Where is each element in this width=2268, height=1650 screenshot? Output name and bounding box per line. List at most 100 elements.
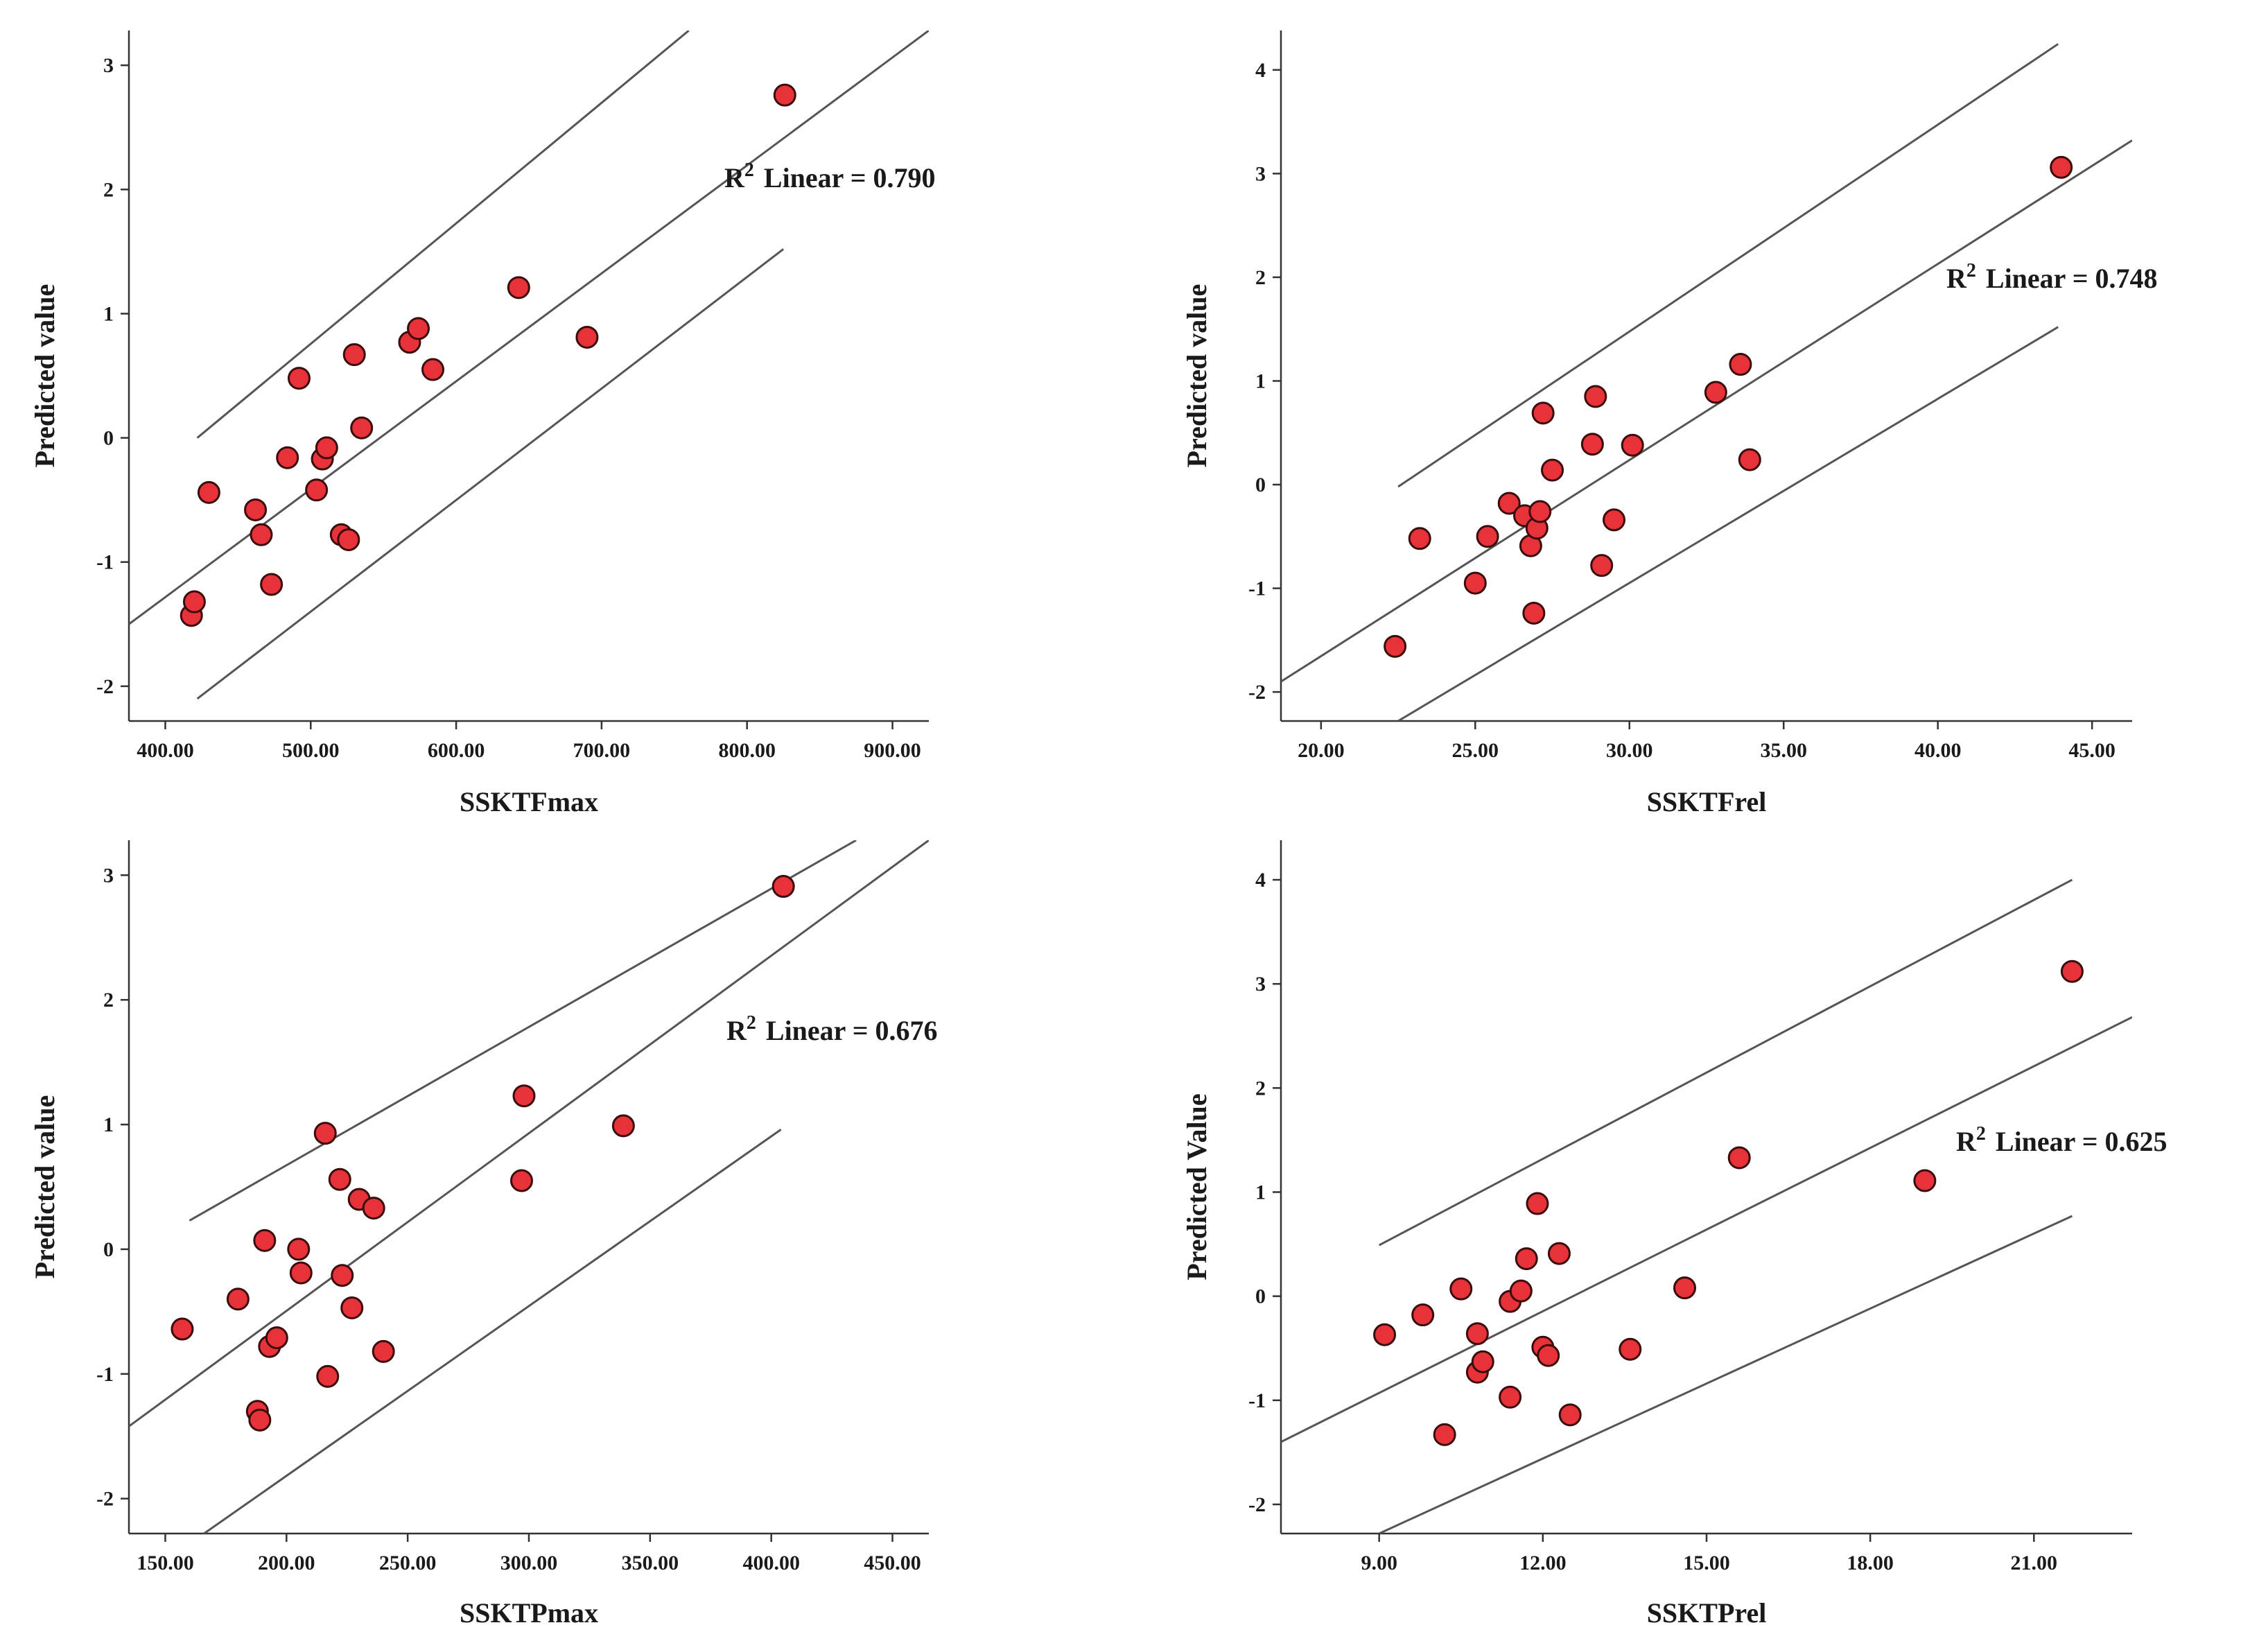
upper-confidence-line: [189, 840, 857, 1222]
data-point: [1537, 1344, 1560, 1367]
data-point: [244, 498, 268, 521]
data-point: [1463, 571, 1487, 595]
y-tick-label: 4: [1255, 59, 1266, 82]
data-point: [773, 83, 796, 107]
data-point: [1411, 1303, 1435, 1327]
y-axis-title: Predicted Value: [1181, 1093, 1212, 1280]
data-point: [1509, 1279, 1533, 1303]
x-tick-label: 250.00: [379, 1552, 437, 1574]
data-point: [2060, 959, 2084, 983]
y-tick-label: -1: [96, 1363, 114, 1386]
r-squared-annotation: R2 Linear = 0.790: [724, 159, 936, 193]
data-point: [1584, 385, 1607, 408]
data-point: [1471, 1350, 1494, 1373]
upper-confidence-line: [196, 31, 690, 439]
data-point: [362, 1197, 385, 1220]
x-tick-label: 18.00: [1847, 1552, 1894, 1574]
y-tick-label: -2: [1248, 1493, 1266, 1516]
data-point: [1384, 634, 1407, 658]
x-tick-label: 15.00: [1683, 1552, 1730, 1574]
data-point: [611, 1114, 635, 1138]
data-point: [407, 317, 430, 340]
data-point: [305, 478, 329, 502]
data-point: [340, 1296, 364, 1319]
y-tick-label: 3: [103, 54, 114, 77]
data-point: [1558, 1403, 1582, 1427]
y-tick-label: 0: [1255, 1285, 1266, 1308]
data-point: [287, 1238, 311, 1261]
x-tick-label: 45.00: [2068, 739, 2116, 762]
data-point: [328, 1167, 351, 1191]
r-squared-value: Linear = 0.748: [1986, 263, 2158, 294]
x-tick-label: 25.00: [1452, 739, 1499, 762]
y-tick-label: 1: [103, 1113, 114, 1136]
r-label: R: [1946, 263, 1967, 294]
data-point: [197, 480, 220, 504]
x-tick-label: 20.00: [1298, 739, 1345, 762]
data-point: [1408, 527, 1431, 550]
data-point: [253, 1228, 277, 1252]
fit-line: [1281, 139, 2132, 683]
data-point: [1531, 401, 1555, 425]
r-superscript: 2: [744, 159, 754, 181]
y-tick-label: 3: [103, 864, 114, 887]
data-point: [1547, 1242, 1571, 1265]
data-point: [1541, 458, 1564, 482]
lower-confidence-line: [1379, 1215, 2073, 1534]
y-tick-label: -1: [1248, 578, 1266, 600]
data-point: [1373, 1323, 1397, 1346]
x-axis-title: SSKTFmax: [460, 786, 598, 817]
upper-confidence-line: [1397, 43, 2059, 488]
x-tick-label: 350.00: [622, 1552, 679, 1574]
data-point: [1433, 1423, 1456, 1446]
y-tick-label: -2: [96, 675, 114, 698]
data-point: [1727, 1146, 1751, 1170]
scatter-panel-2: -2 -1 0 1 2 3 4 20.00 25.00 30.00 35.00 40.00 45.00 S…: [1181, 31, 2158, 817]
lower-confidence-line: [196, 248, 785, 700]
data-point: [182, 590, 206, 614]
x-tick-label: 40.00: [1914, 739, 1962, 762]
y-tick-label: -2: [96, 1488, 114, 1511]
x-tick-label: 900.00: [864, 739, 921, 762]
r-superscript: 2: [1976, 1123, 1986, 1145]
data-point: [265, 1326, 288, 1350]
r-squared-annotation: R2 Linear = 0.748: [1946, 260, 2158, 294]
x-tick-label: 400.00: [742, 1552, 800, 1574]
data-point: [1465, 1322, 1489, 1346]
data-point: [331, 1264, 354, 1287]
data-point: [315, 436, 338, 460]
data-point: [313, 1122, 337, 1145]
upper-confidence-line: [1378, 878, 2073, 1247]
y-tick-label: 4: [1255, 869, 1266, 892]
y-tick-label: 2: [103, 178, 114, 201]
data-point: [289, 1261, 313, 1285]
data-point: [1580, 433, 1604, 456]
r-squared-annotation: R2 Linear = 0.676: [726, 1012, 938, 1046]
data-point: [1619, 1337, 1642, 1361]
r-superscript: 2: [1966, 260, 1976, 281]
data-point: [1913, 1169, 1937, 1192]
data-point: [372, 1339, 395, 1363]
x-tick-label: 200.00: [258, 1552, 315, 1574]
y-tick-label: -1: [96, 551, 114, 574]
x-tick-label: 600.00: [428, 739, 485, 762]
data-point: [1729, 353, 1752, 376]
x-axis-title: SSKTPmax: [460, 1597, 598, 1629]
r-superscript: 2: [747, 1012, 756, 1034]
x-tick-label: 12.00: [1519, 1552, 1567, 1574]
r-squared-value: Linear = 0.676: [766, 1015, 938, 1046]
r-label: R: [1956, 1126, 1977, 1157]
data-point: [1522, 601, 1546, 625]
x-tick-label: 21.00: [2011, 1552, 2058, 1574]
x-tick-label: 500.00: [282, 739, 340, 762]
fit-line: [1281, 1016, 2132, 1443]
data-point: [512, 1084, 536, 1108]
data-point: [171, 1317, 194, 1341]
x-tick-label: 35.00: [1760, 739, 1807, 762]
data-point: [342, 343, 366, 367]
r-label: R: [726, 1015, 747, 1046]
scatter-panel-1: -2 -1 0 1 2 3 400.00 500.00 600.00 700.00 800.00 90…: [29, 31, 936, 817]
data-point: [1449, 1277, 1473, 1301]
data-point: [2050, 155, 2073, 179]
data-point: [1621, 433, 1644, 457]
